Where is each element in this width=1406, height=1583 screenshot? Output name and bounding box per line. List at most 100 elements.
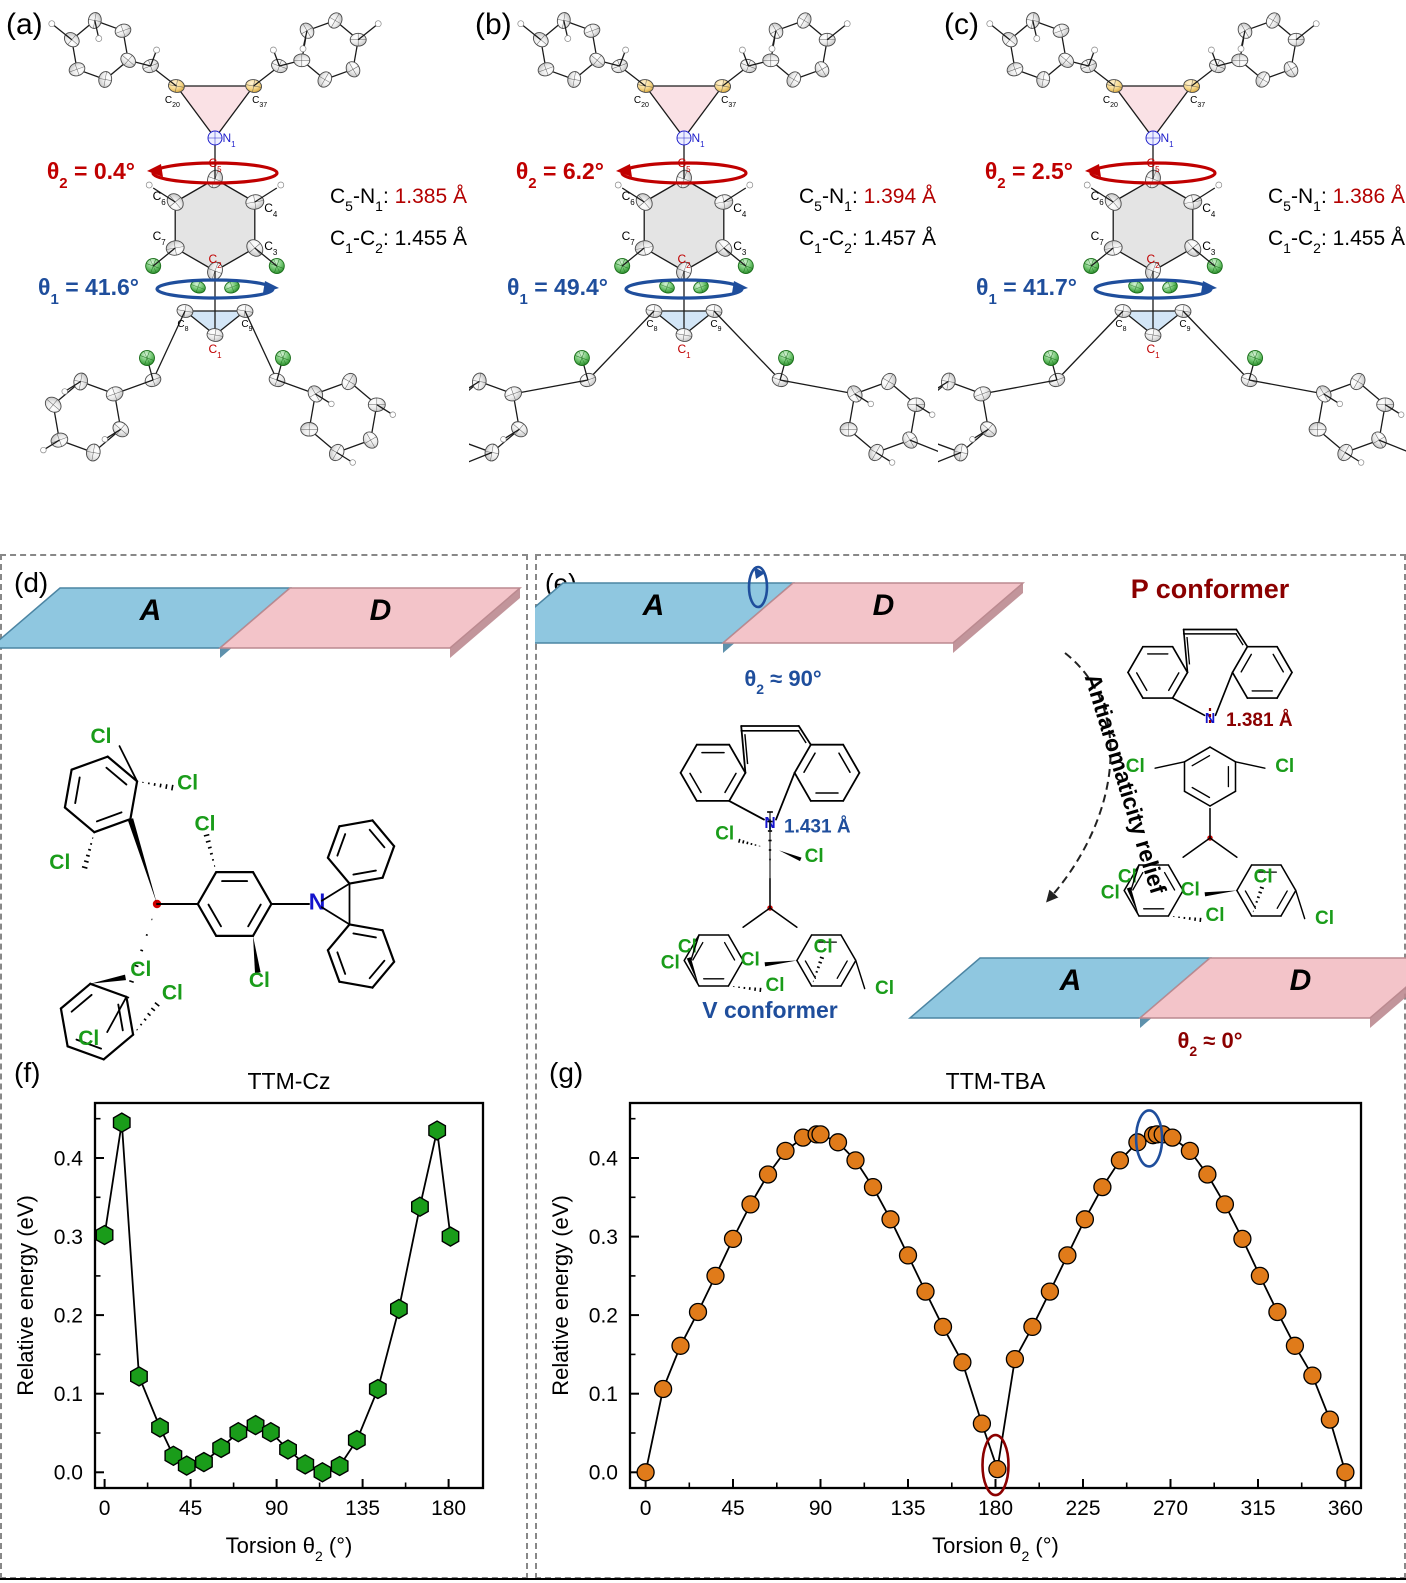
svg-text:(f): (f) bbox=[14, 1057, 40, 1088]
svg-text:0.4: 0.4 bbox=[54, 1147, 84, 1170]
svg-text:C5-N1: 1.386 Å: C5-N1: 1.386 Å bbox=[1268, 185, 1405, 214]
svg-text:Cl: Cl bbox=[661, 952, 680, 973]
svg-text:0: 0 bbox=[99, 1497, 111, 1520]
svg-text:Cl: Cl bbox=[1181, 880, 1200, 901]
svg-text:TTM-Cz: TTM-Cz bbox=[247, 1068, 330, 1094]
svg-text:C7: C7 bbox=[622, 229, 636, 247]
svg-text:C8: C8 bbox=[177, 319, 188, 333]
svg-text:135: 135 bbox=[345, 1497, 380, 1520]
svg-text:Cl: Cl bbox=[249, 969, 270, 992]
svg-text:(d): (d) bbox=[14, 567, 48, 598]
svg-text:315: 315 bbox=[1240, 1497, 1275, 1520]
svg-text:A: A bbox=[642, 589, 665, 622]
svg-text:Cl: Cl bbox=[1118, 867, 1137, 888]
svg-text:D: D bbox=[873, 589, 895, 622]
svg-text:Cl: Cl bbox=[678, 937, 697, 958]
svg-text:Antiaromaticity relief: Antiaromaticity relief bbox=[1080, 670, 1172, 897]
svg-text:Relative energy (eV): Relative energy (eV) bbox=[13, 1195, 38, 1396]
svg-text:180: 180 bbox=[431, 1497, 466, 1520]
svg-text:225: 225 bbox=[1065, 1497, 1100, 1520]
svg-text:(c): (c) bbox=[944, 8, 979, 41]
svg-text:A: A bbox=[1059, 964, 1082, 997]
svg-text:θ1 = 41.6°: θ1 = 41.6° bbox=[38, 274, 139, 308]
svg-text:270: 270 bbox=[1153, 1497, 1188, 1520]
svg-text:C1: C1 bbox=[208, 342, 222, 360]
svg-text:C3: C3 bbox=[264, 239, 278, 257]
svg-text:C5-N1: 1.385 Å: C5-N1: 1.385 Å bbox=[330, 185, 467, 214]
svg-text:C9: C9 bbox=[241, 319, 252, 333]
svg-text:Cl: Cl bbox=[1254, 867, 1273, 888]
svg-text:θ1 = 49.4°: θ1 = 49.4° bbox=[507, 274, 608, 308]
svg-text:Torsion θ2 (°): Torsion θ2 (°) bbox=[226, 1533, 353, 1564]
svg-text:V conformer: V conformer bbox=[702, 997, 838, 1023]
svg-text:0.1: 0.1 bbox=[589, 1383, 618, 1406]
svg-text:TTM-TBA: TTM-TBA bbox=[946, 1068, 1046, 1094]
svg-text:Cl: Cl bbox=[195, 813, 216, 836]
svg-text:C37: C37 bbox=[721, 95, 736, 109]
svg-text:(a): (a) bbox=[6, 8, 43, 41]
svg-text:90: 90 bbox=[809, 1497, 832, 1520]
svg-text:0.4: 0.4 bbox=[589, 1147, 619, 1170]
svg-text:C1: C1 bbox=[1146, 342, 1160, 360]
svg-text:A: A bbox=[139, 594, 162, 627]
svg-text:C37: C37 bbox=[1190, 95, 1205, 109]
svg-text:C37: C37 bbox=[252, 95, 267, 109]
svg-text:C1-C2: 1.455 Å: C1-C2: 1.455 Å bbox=[330, 227, 467, 256]
svg-text:45: 45 bbox=[179, 1497, 202, 1520]
svg-text:C7: C7 bbox=[153, 229, 167, 247]
svg-text:Cl: Cl bbox=[1206, 905, 1225, 926]
svg-text:Cl: Cl bbox=[814, 937, 833, 958]
svg-text:C6: C6 bbox=[153, 189, 167, 207]
svg-text:C3: C3 bbox=[1202, 239, 1216, 257]
svg-text:N1: N1 bbox=[222, 131, 236, 149]
svg-text:0.3: 0.3 bbox=[54, 1226, 83, 1249]
svg-text:Cl: Cl bbox=[130, 958, 151, 981]
svg-text:90: 90 bbox=[265, 1497, 288, 1520]
svg-text:Cl: Cl bbox=[715, 824, 734, 845]
svg-text:θ2 ≈ 90°: θ2 ≈ 90° bbox=[744, 666, 821, 697]
svg-text:D: D bbox=[1290, 964, 1312, 997]
svg-text:N: N bbox=[309, 889, 326, 915]
svg-text:Cl: Cl bbox=[162, 982, 183, 1005]
svg-text:C1: C1 bbox=[677, 342, 691, 360]
svg-text:0.3: 0.3 bbox=[589, 1226, 618, 1249]
svg-text:C20: C20 bbox=[165, 95, 180, 109]
svg-text:Cl: Cl bbox=[78, 1027, 99, 1050]
svg-text:Cl: Cl bbox=[766, 975, 785, 996]
svg-text:C4: C4 bbox=[733, 201, 747, 219]
svg-text:Cl: Cl bbox=[875, 978, 894, 999]
svg-text:C6: C6 bbox=[622, 189, 636, 207]
svg-text:θ2 = 0.4°: θ2 = 0.4° bbox=[47, 158, 135, 192]
svg-text:N1: N1 bbox=[691, 131, 705, 149]
svg-text:0.0: 0.0 bbox=[589, 1462, 618, 1485]
svg-text:1.381 Å: 1.381 Å bbox=[1226, 710, 1293, 731]
svg-text:C20: C20 bbox=[634, 95, 649, 109]
svg-text:Cl: Cl bbox=[741, 950, 760, 971]
svg-text:C9: C9 bbox=[1179, 319, 1190, 333]
svg-text:0: 0 bbox=[640, 1497, 652, 1520]
svg-text:P conformer: P conformer bbox=[1131, 574, 1290, 604]
svg-text:45: 45 bbox=[721, 1497, 744, 1520]
svg-text:Cl: Cl bbox=[1126, 756, 1145, 777]
svg-text:C3: C3 bbox=[733, 239, 747, 257]
svg-text:Relative energy (eV): Relative energy (eV) bbox=[548, 1195, 573, 1396]
svg-text:(b): (b) bbox=[475, 8, 512, 41]
svg-text:Cl: Cl bbox=[1275, 756, 1294, 777]
svg-text:180: 180 bbox=[978, 1497, 1013, 1520]
svg-text:C4: C4 bbox=[1202, 201, 1216, 219]
svg-text:C8: C8 bbox=[1115, 319, 1126, 333]
svg-text:Cl: Cl bbox=[1315, 908, 1334, 929]
svg-text:C8: C8 bbox=[646, 319, 657, 333]
svg-text:θ2 = 6.2°: θ2 = 6.2° bbox=[516, 158, 604, 192]
svg-text:135: 135 bbox=[890, 1497, 925, 1520]
svg-text:C6: C6 bbox=[1091, 189, 1105, 207]
svg-text:θ2 = 2.5°: θ2 = 2.5° bbox=[985, 158, 1073, 192]
svg-text:0.2: 0.2 bbox=[54, 1305, 83, 1328]
svg-text:N: N bbox=[1205, 711, 1215, 727]
svg-text:C1-C2: 1.457 Å: C1-C2: 1.457 Å bbox=[799, 227, 936, 256]
svg-text:D: D bbox=[370, 594, 392, 627]
svg-text:0.0: 0.0 bbox=[54, 1462, 83, 1485]
svg-text:360: 360 bbox=[1328, 1497, 1363, 1520]
svg-text:Cl: Cl bbox=[49, 851, 70, 874]
svg-text:Cl: Cl bbox=[177, 771, 198, 794]
